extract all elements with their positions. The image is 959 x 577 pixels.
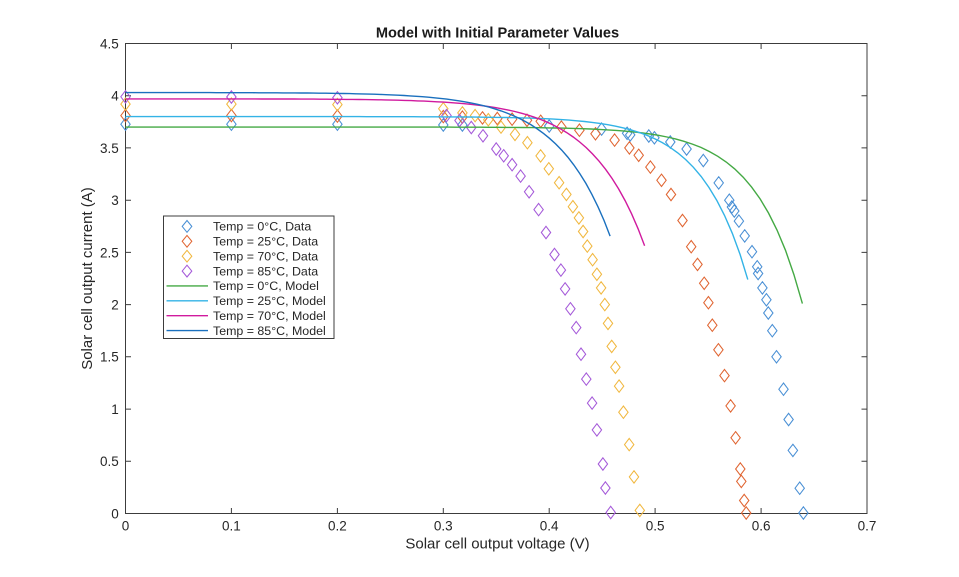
svg-text:Solar cell output current (A): Solar cell output current (A) xyxy=(79,187,96,370)
svg-text:Temp = 0°C, Data: Temp = 0°C, Data xyxy=(213,220,311,234)
svg-text:0.3: 0.3 xyxy=(434,519,453,534)
svg-text:2: 2 xyxy=(111,298,119,313)
svg-text:0.2: 0.2 xyxy=(328,519,347,534)
svg-text:Temp = 85°C, Model: Temp = 85°C, Model xyxy=(213,324,326,338)
svg-text:0.4: 0.4 xyxy=(540,519,559,534)
svg-text:3.5: 3.5 xyxy=(100,141,119,156)
svg-text:Temp = 70°C, Model: Temp = 70°C, Model xyxy=(213,309,326,323)
svg-text:Solar cell output voltage (V): Solar cell output voltage (V) xyxy=(405,536,589,553)
svg-text:Temp = 70°C, Data: Temp = 70°C, Data xyxy=(213,250,318,264)
svg-text:0.5: 0.5 xyxy=(100,454,119,469)
svg-text:4: 4 xyxy=(111,89,119,104)
svg-text:Temp = 25°C, Data: Temp = 25°C, Data xyxy=(213,235,318,249)
svg-text:0: 0 xyxy=(122,519,130,534)
svg-text:Temp = 25°C, Model: Temp = 25°C, Model xyxy=(213,294,326,308)
svg-text:0.7: 0.7 xyxy=(858,519,877,534)
svg-text:Temp = 85°C, Data: Temp = 85°C, Data xyxy=(213,264,318,278)
svg-text:4.5: 4.5 xyxy=(100,36,119,51)
svg-text:3: 3 xyxy=(111,193,119,208)
svg-text:0.5: 0.5 xyxy=(646,519,665,534)
svg-text:Temp = 0°C, Model: Temp = 0°C, Model xyxy=(213,279,319,293)
svg-text:0.6: 0.6 xyxy=(752,519,771,534)
svg-text:Model with Initial Parameter V: Model with Initial Parameter Values xyxy=(376,26,619,42)
svg-text:1: 1 xyxy=(111,402,119,417)
svg-text:2.5: 2.5 xyxy=(100,245,119,260)
svg-text:0.1: 0.1 xyxy=(222,519,241,534)
svg-text:1.5: 1.5 xyxy=(100,350,119,365)
svg-text:0: 0 xyxy=(111,506,119,521)
